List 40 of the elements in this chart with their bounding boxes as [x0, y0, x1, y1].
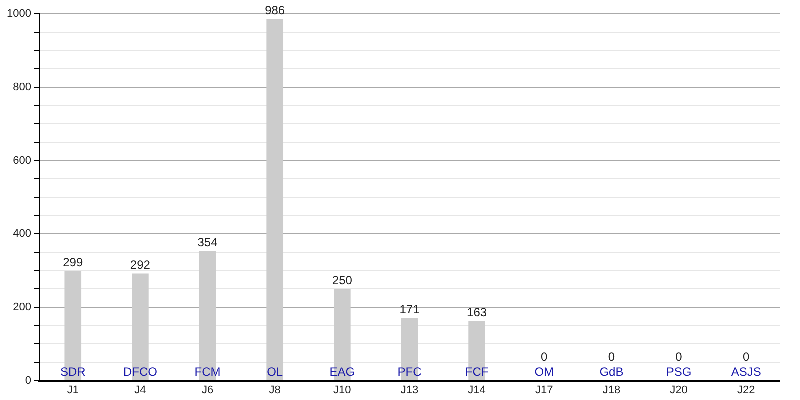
annotation: OL — [267, 365, 284, 380]
annotation: OM — [534, 365, 554, 380]
data-label: 354 — [198, 235, 218, 250]
x-tick-label: J14 — [468, 384, 486, 396]
x-tick-label: J20 — [670, 384, 688, 396]
data-label: 163 — [467, 305, 488, 320]
data-label: 171 — [400, 302, 420, 316]
y-tick-label: 200 — [13, 301, 32, 314]
y-tick-label: 400 — [13, 228, 32, 240]
y-tick-label: 800 — [13, 81, 32, 94]
x-tick-label: J8 — [269, 384, 281, 396]
annotation: ASJS — [731, 365, 762, 380]
data-label: 986 — [265, 3, 286, 18]
data-label: 0 — [608, 350, 616, 364]
data-label: 292 — [130, 258, 151, 272]
x-tick-label: J6 — [202, 384, 214, 396]
x-tick-label: J22 — [737, 384, 756, 396]
data-label: 0 — [742, 350, 750, 364]
annotation: PFC — [398, 365, 422, 380]
annotation: PSG — [666, 365, 692, 380]
annotation: FCF — [465, 365, 489, 380]
annotation: DFCO — [123, 365, 158, 380]
x-tick-label: J18 — [602, 384, 621, 396]
x-tick-label: J1 — [67, 384, 79, 396]
data-label: 0 — [676, 350, 683, 364]
annotation: FCM — [194, 365, 221, 380]
annotation: GdB — [600, 365, 624, 380]
y-tick-label: 0 — [25, 374, 32, 387]
data-label: 0 — [541, 350, 548, 364]
data-label: 250 — [332, 273, 353, 288]
annotation: SDR — [60, 365, 86, 380]
y-tick-label: 1000 — [6, 8, 32, 20]
data-label: 299 — [63, 255, 84, 270]
x-tick-label: J10 — [334, 384, 352, 396]
annotation: EAG — [330, 365, 356, 380]
x-tick-label: J13 — [400, 384, 419, 396]
bar — [266, 19, 284, 380]
y-tick-label: 600 — [13, 154, 32, 167]
x-tick-label: J4 — [134, 384, 146, 396]
x-tick-label: J17 — [536, 384, 554, 396]
